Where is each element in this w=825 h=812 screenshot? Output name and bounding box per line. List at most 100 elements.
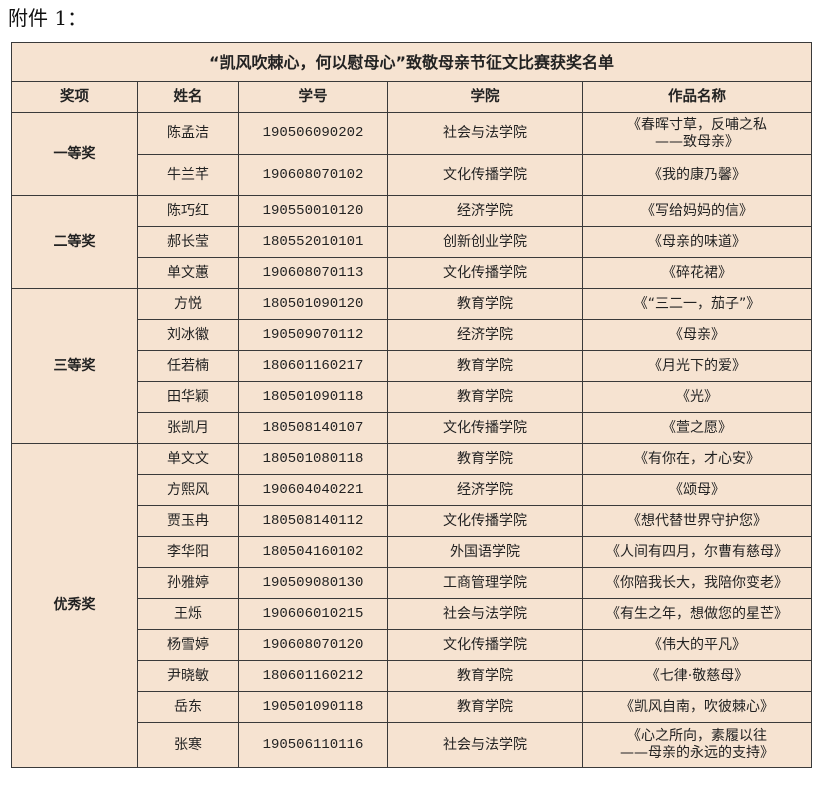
award-table: “凯风吹棘心，何以慰母心”致敬母亲节征文比赛获奖名单 奖项 姓名 学号 学院 作… [10, 42, 813, 768]
work-title: 《有生之年，想做您的星芒》 [581, 598, 813, 630]
college-name: 社会与法学院 [387, 598, 583, 630]
table-row: 尹晓敏 180601160212 教育学院 《七律·敬慈母》 [12, 660, 813, 692]
work-title: 《心之所向，素履以往 ——母亲的永远的支持》 [581, 722, 813, 768]
student-name: 尹晓敏 [137, 660, 239, 692]
student-id: 180508140107 [238, 412, 388, 444]
college-name: 社会与法学院 [387, 112, 583, 155]
student-name: 陈孟洁 [137, 112, 239, 155]
college-name: 外国语学院 [387, 536, 583, 568]
college-name: 文化传播学院 [387, 412, 583, 444]
work-title-line: 《想代替世界守护您》 [627, 512, 768, 529]
work-title: 《你陪我长大，我陪你变老》 [581, 567, 813, 599]
work-title-line: 《写给妈妈的信》 [641, 202, 754, 219]
student-id: 190608070102 [238, 154, 388, 196]
table-row: 刘冰徽 190509070112 经济学院 《母亲》 [12, 319, 813, 351]
student-id: 190509070112 [238, 319, 388, 351]
award-level: 二等奖 [11, 195, 138, 289]
work-subtitle-line: ——致母亲》 [655, 133, 740, 150]
work-title: 《颂母》 [581, 474, 813, 506]
college-name: 经济学院 [387, 474, 583, 506]
student-name: 方熙风 [137, 474, 239, 506]
table-row: 任若楠 180601160217 教育学院 《月光下的爱》 [12, 350, 813, 382]
college-name: 社会与法学院 [387, 722, 583, 768]
college-name: 文化传播学院 [387, 257, 583, 289]
student-name: 方悦 [137, 288, 239, 320]
student-name: 王烁 [137, 598, 239, 630]
work-title-line: 《有生之年，想做您的星芒》 [606, 605, 789, 622]
work-title: 《人间有四月，尔曹有慈母》 [581, 536, 813, 568]
college-name: 教育学院 [387, 443, 583, 475]
table-row: 张寒 190506110116 社会与法学院 《心之所向，素履以往 ——母亲的永远的支持… [12, 722, 813, 768]
college-name: 教育学院 [387, 691, 583, 723]
college-name: 教育学院 [387, 381, 583, 413]
work-title-line: 《月光下的爱》 [648, 357, 747, 374]
college-name: 经济学院 [387, 195, 583, 227]
student-id: 190506090202 [238, 112, 388, 155]
header-award: 奖项 [11, 81, 138, 113]
college-name: 教育学院 [387, 350, 583, 382]
student-id: 190506110116 [238, 722, 388, 768]
student-id: 180504160102 [238, 536, 388, 568]
header-id: 学号 [238, 81, 388, 113]
student-name: 任若楠 [137, 350, 239, 382]
student-name: 李华阳 [137, 536, 239, 568]
student-name: 张寒 [137, 722, 239, 768]
work-title: 《光》 [581, 381, 813, 413]
work-title-line: 《春晖寸草，反哺之私 [627, 116, 768, 133]
work-title: 《春晖寸草，反哺之私 ——致母亲》 [581, 112, 813, 155]
college-name: 文化传播学院 [387, 154, 583, 196]
work-title-line: 《“三二一，茄子”》 [633, 295, 761, 312]
student-name: 贾玉冉 [137, 505, 239, 537]
work-title: 《“三二一，茄子”》 [581, 288, 813, 320]
work-title-line: 《人间有四月，尔曹有慈母》 [606, 543, 789, 560]
student-id: 190608070120 [238, 629, 388, 661]
work-title-line: 《七律·敬慈母》 [645, 667, 749, 684]
work-title-line: 《颂母》 [669, 481, 726, 498]
work-title-line: 《你陪我长大，我陪你变老》 [606, 574, 789, 591]
student-name: 岳东 [137, 691, 239, 723]
student-name: 陈巧红 [137, 195, 239, 227]
work-title-line: 《有你在，才心安》 [634, 450, 761, 467]
attachment-caption: 附件 1： [8, 6, 88, 30]
table-row: 田华颖 180501090118 教育学院 《光》 [12, 381, 813, 413]
award-level: 优秀奖 [11, 443, 138, 768]
work-title-line: 《碎花裙》 [662, 264, 733, 281]
college-name: 经济学院 [387, 319, 583, 351]
student-name: 田华颖 [137, 381, 239, 413]
table-row: 孙雅婷 190509080130 工商管理学院 《你陪我长大，我陪你变老》 [12, 567, 813, 599]
student-id: 180601160217 [238, 350, 388, 382]
student-id: 180501080118 [238, 443, 388, 475]
header-college: 学院 [387, 81, 583, 113]
student-id: 190501090118 [238, 691, 388, 723]
work-title: 《萱之愿》 [581, 412, 813, 444]
table-row: 二等奖 陈巧红 190550010120 经济学院 《写给妈妈的信》 [11, 195, 813, 289]
header-name: 姓名 [137, 81, 239, 113]
work-title-line: 《伟大的平凡》 [648, 636, 747, 653]
college-name: 文化传播学院 [387, 629, 583, 661]
student-id: 180501090120 [238, 288, 388, 320]
student-id: 180508140112 [238, 505, 388, 537]
student-name: 单文文 [137, 443, 239, 475]
work-title: 《母亲的味道》 [581, 226, 813, 258]
college-name: 工商管理学院 [387, 567, 583, 599]
award-level: 三等奖 [11, 288, 138, 444]
table-row: 三等奖 方悦 180501090120 教育学院 《“三二一，茄子”》 [11, 288, 813, 444]
college-name: 文化传播学院 [387, 505, 583, 537]
student-id: 190608070113 [238, 257, 388, 289]
student-name: 张凯月 [137, 412, 239, 444]
table-row: 王烁 190606010215 社会与法学院 《有生之年，想做您的星芒》 [12, 598, 813, 630]
work-title-line: 《心之所向，素履以往 [627, 728, 768, 744]
work-title: 《伟大的平凡》 [581, 629, 813, 661]
student-id: 190606010215 [238, 598, 388, 630]
table-row: 方熙风 190604040221 经济学院 《颂母》 [12, 474, 813, 506]
award-level: 一等奖 [11, 112, 138, 196]
work-title: 《凯风自南，吹彼棘心》 [581, 691, 813, 723]
work-subtitle-line: ——母亲的永远的支持》 [620, 745, 775, 761]
table-row: 张凯月 180508140107 文化传播学院 《萱之愿》 [12, 412, 813, 444]
student-name: 杨雪婷 [137, 629, 239, 661]
work-title: 《母亲》 [581, 319, 813, 351]
table-row: 优秀奖 单文文 180501080118 教育学院 《有你在，才心安》 [11, 443, 813, 768]
college-name: 创新创业学院 [387, 226, 583, 258]
student-name: 孙雅婷 [137, 567, 239, 599]
work-title: 《想代替世界守护您》 [581, 505, 813, 537]
